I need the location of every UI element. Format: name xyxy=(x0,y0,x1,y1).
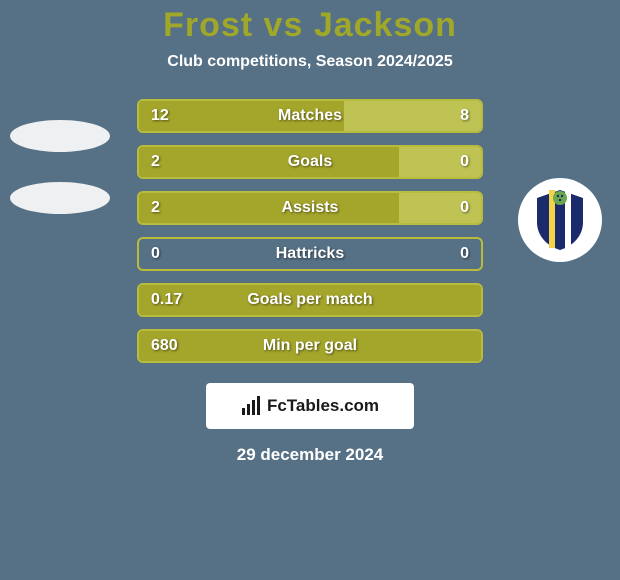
bars-icon xyxy=(241,396,263,416)
stat-row: 20Assists xyxy=(137,191,483,225)
date-label: 29 december 2024 xyxy=(237,445,384,465)
stat-row: 128Matches xyxy=(137,99,483,133)
player1-name: Frost xyxy=(163,6,253,44)
comparison-card: Frost vs Jackson Club competitions, Seas… xyxy=(0,0,620,580)
stat-row: 0.17Goals per match xyxy=(137,283,483,317)
stat-bar-right xyxy=(399,147,481,177)
stat-value-left: 0 xyxy=(139,239,172,269)
shield-icon xyxy=(533,188,587,252)
source-logo-text: FcTables.com xyxy=(267,396,379,416)
stat-row: 680Min per goal xyxy=(137,329,483,363)
stat-value-right: 0 xyxy=(448,239,481,269)
subtitle: Club competitions, Season 2024/2025 xyxy=(167,53,452,71)
stat-bar-left xyxy=(139,285,481,315)
stat-bar-left xyxy=(139,193,399,223)
club-badge xyxy=(518,178,602,262)
stat-bar-right xyxy=(344,101,481,131)
stat-row: 0 0Hattricks xyxy=(137,237,483,271)
avatar-placeholder-icon xyxy=(10,182,110,214)
stat-bar-right xyxy=(399,193,481,223)
stat-bar-left xyxy=(139,147,399,177)
left-avatar-placeholder-group xyxy=(10,120,110,214)
stat-row: 20Goals xyxy=(137,145,483,179)
stat-bar-left xyxy=(139,101,344,131)
vs-separator: vs xyxy=(264,6,304,44)
page-title: Frost vs Jackson xyxy=(163,6,457,45)
stat-label: Hattricks xyxy=(139,239,481,269)
stat-bar-left xyxy=(139,331,481,361)
stats-list: 128Matches 20Goals 20Assists 0 0Hattricks 0.1… xyxy=(137,99,483,363)
source-logo-pill: FcTables.com xyxy=(206,383,414,429)
player2-name: Jackson xyxy=(314,6,457,44)
avatar-placeholder-icon xyxy=(10,120,110,152)
